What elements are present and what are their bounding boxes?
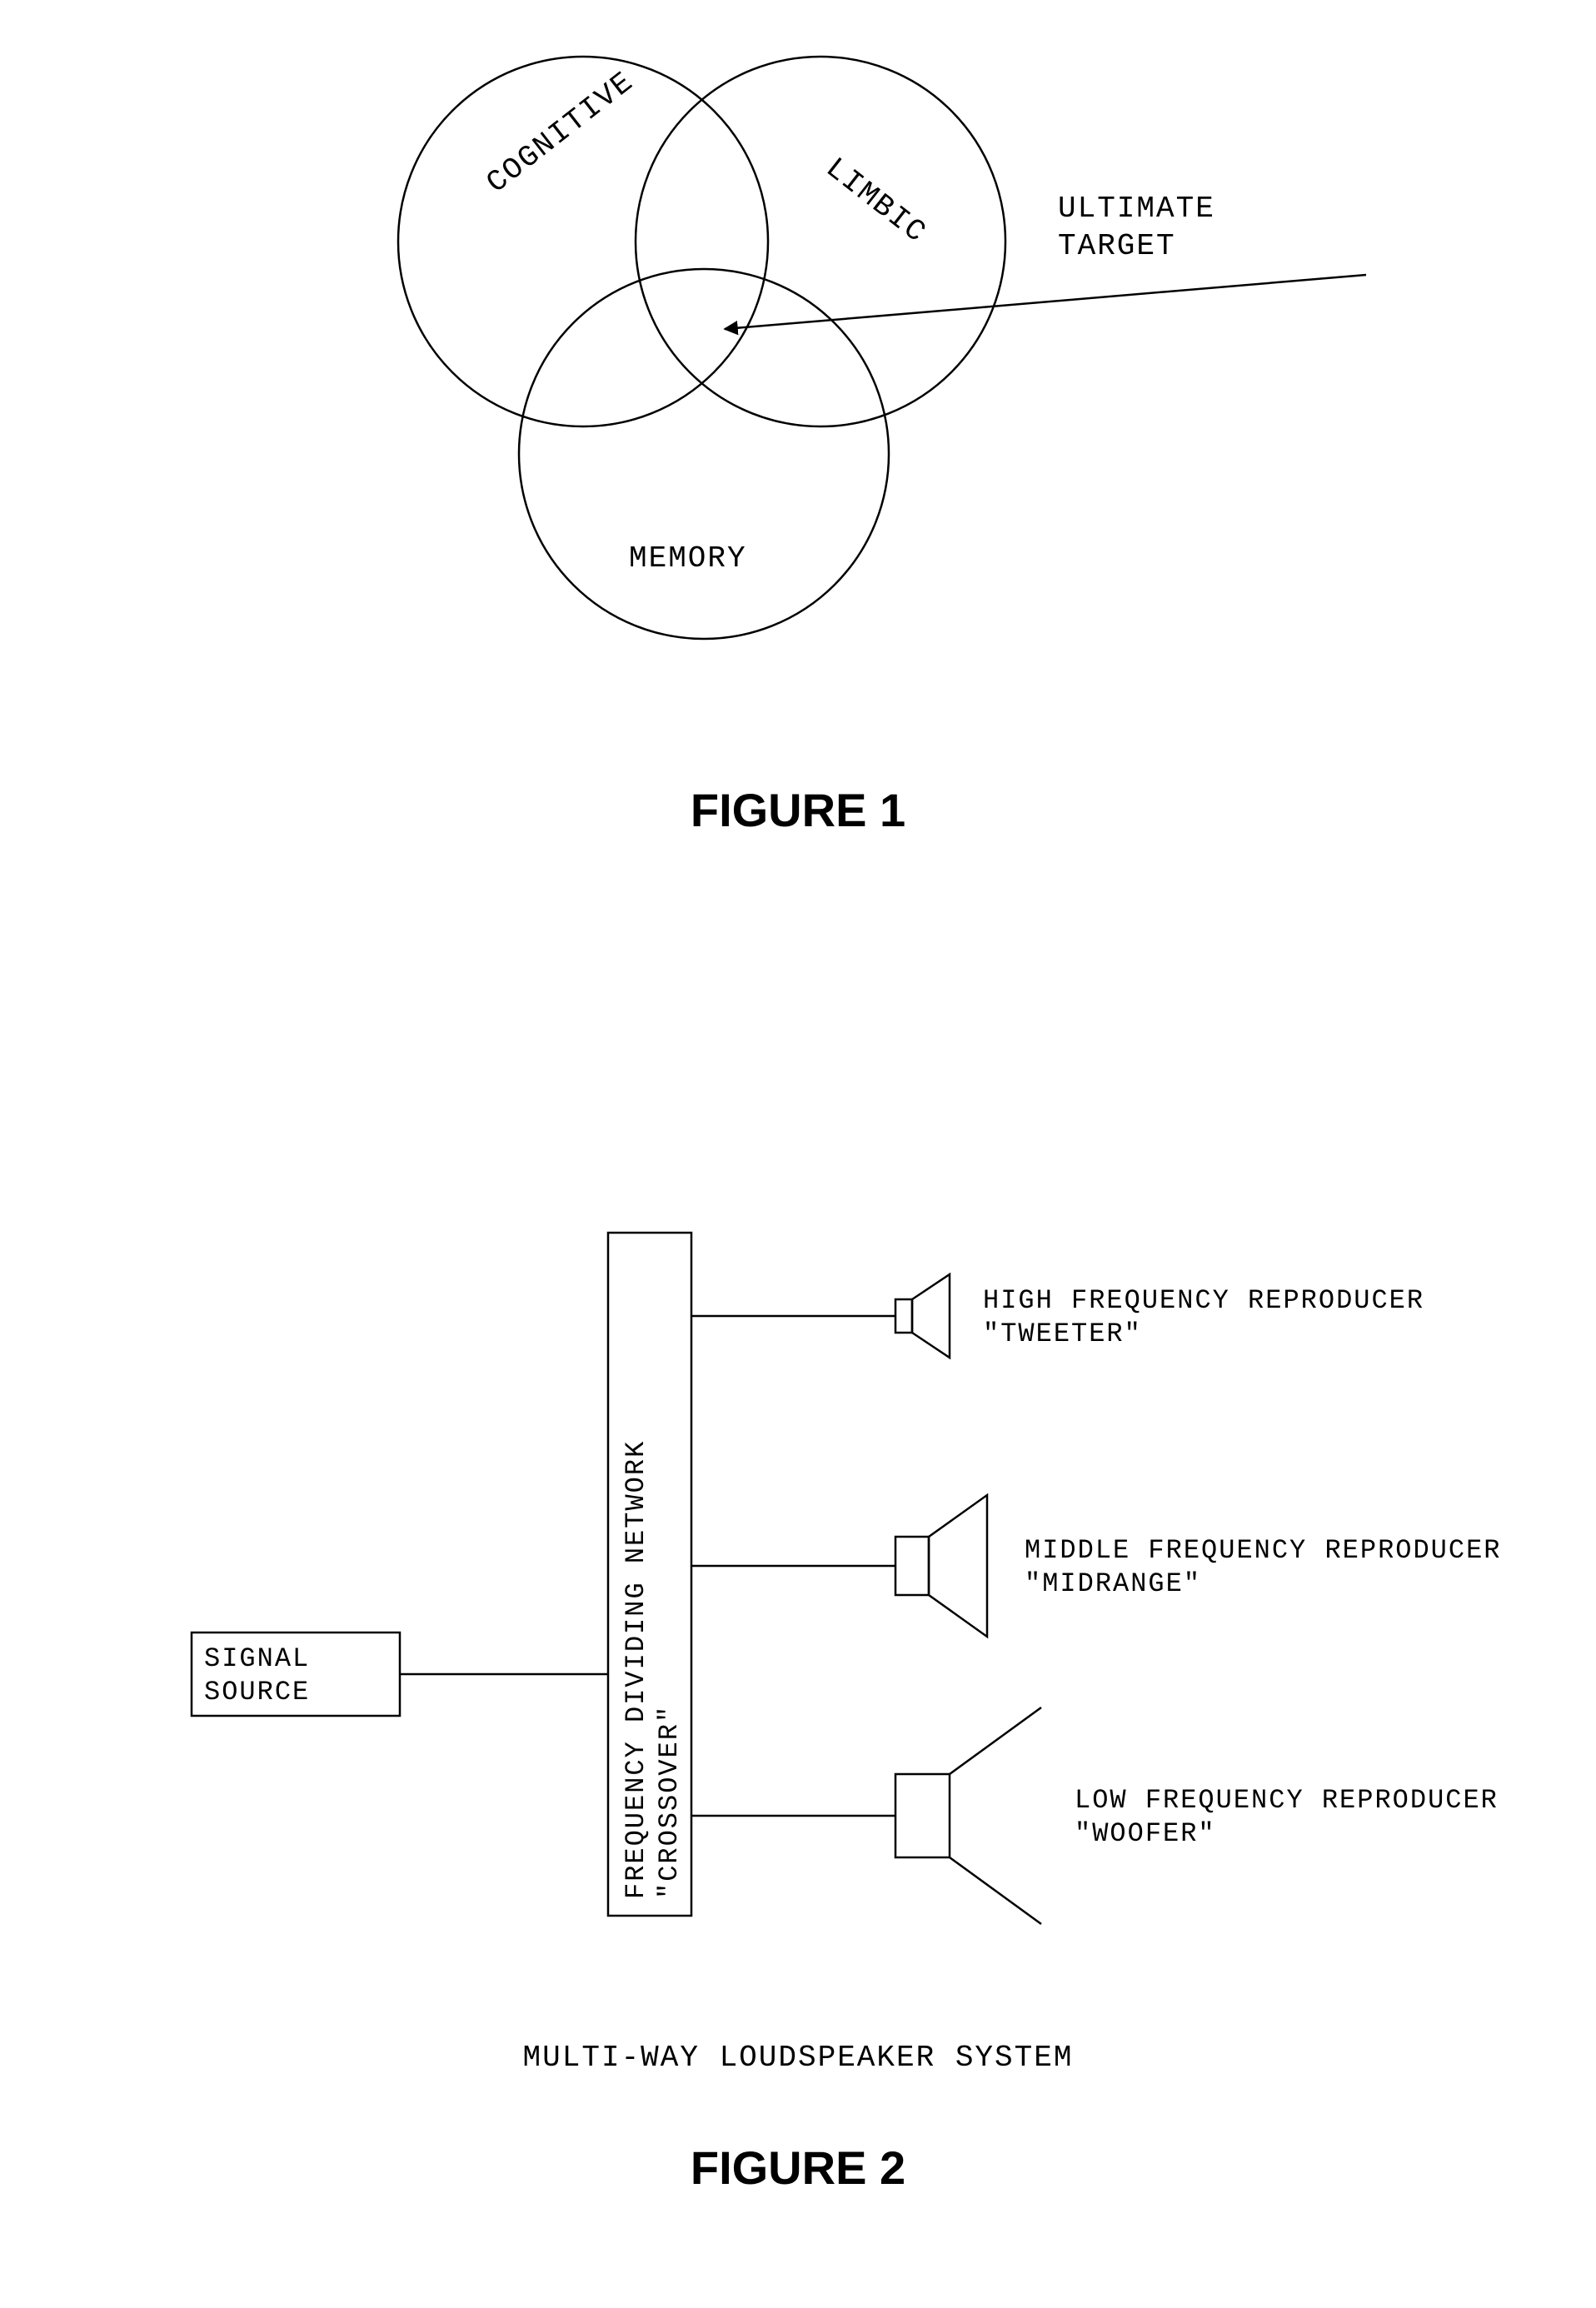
- midrange-cone: [929, 1495, 987, 1637]
- woofer-cone-line-0: [950, 1707, 1041, 1774]
- figure2-label: FIGURE 2: [0, 2141, 1596, 2195]
- midrange-label-1: MIDDLE FREQUENCY REPRODUCER: [1025, 1535, 1501, 1566]
- figure2-block-diagram: SIGNALSOURCE FREQUENCY DIVIDING NETWORK"C…: [0, 0, 1596, 2308]
- woofer-label-1: LOW FREQUENCY REPRODUCER: [1075, 1785, 1499, 1816]
- signal-source-label-2: SOURCE: [204, 1677, 310, 1707]
- woofer-cone-line-1: [950, 1857, 1041, 1924]
- signal-source-label-1: SIGNAL: [204, 1643, 310, 1674]
- figure2-caption: MULTI-WAY LOUDSPEAKER SYSTEM: [0, 2041, 1596, 2075]
- page: COGNITIVELIMBICMEMORYULTIMATETARGET FIGU…: [0, 0, 1596, 2308]
- crossover-label-2: "CROSSOVER": [654, 1705, 685, 1899]
- woofer-label-2: "WOOFER": [1075, 1818, 1216, 1849]
- midrange-label-2: "MIDRANGE": [1025, 1568, 1201, 1599]
- tweeter-label-1: HIGH FREQUENCY REPRODUCER: [983, 1285, 1424, 1316]
- tweeter-cone: [912, 1274, 950, 1358]
- tweeter-body: [895, 1299, 912, 1333]
- tweeter-label-2: "TWEETER": [983, 1319, 1142, 1349]
- midrange-body: [895, 1537, 929, 1595]
- woofer-body: [895, 1774, 950, 1857]
- crossover-label-1: FREQUENCY DIVIDING NETWORK: [621, 1440, 651, 1899]
